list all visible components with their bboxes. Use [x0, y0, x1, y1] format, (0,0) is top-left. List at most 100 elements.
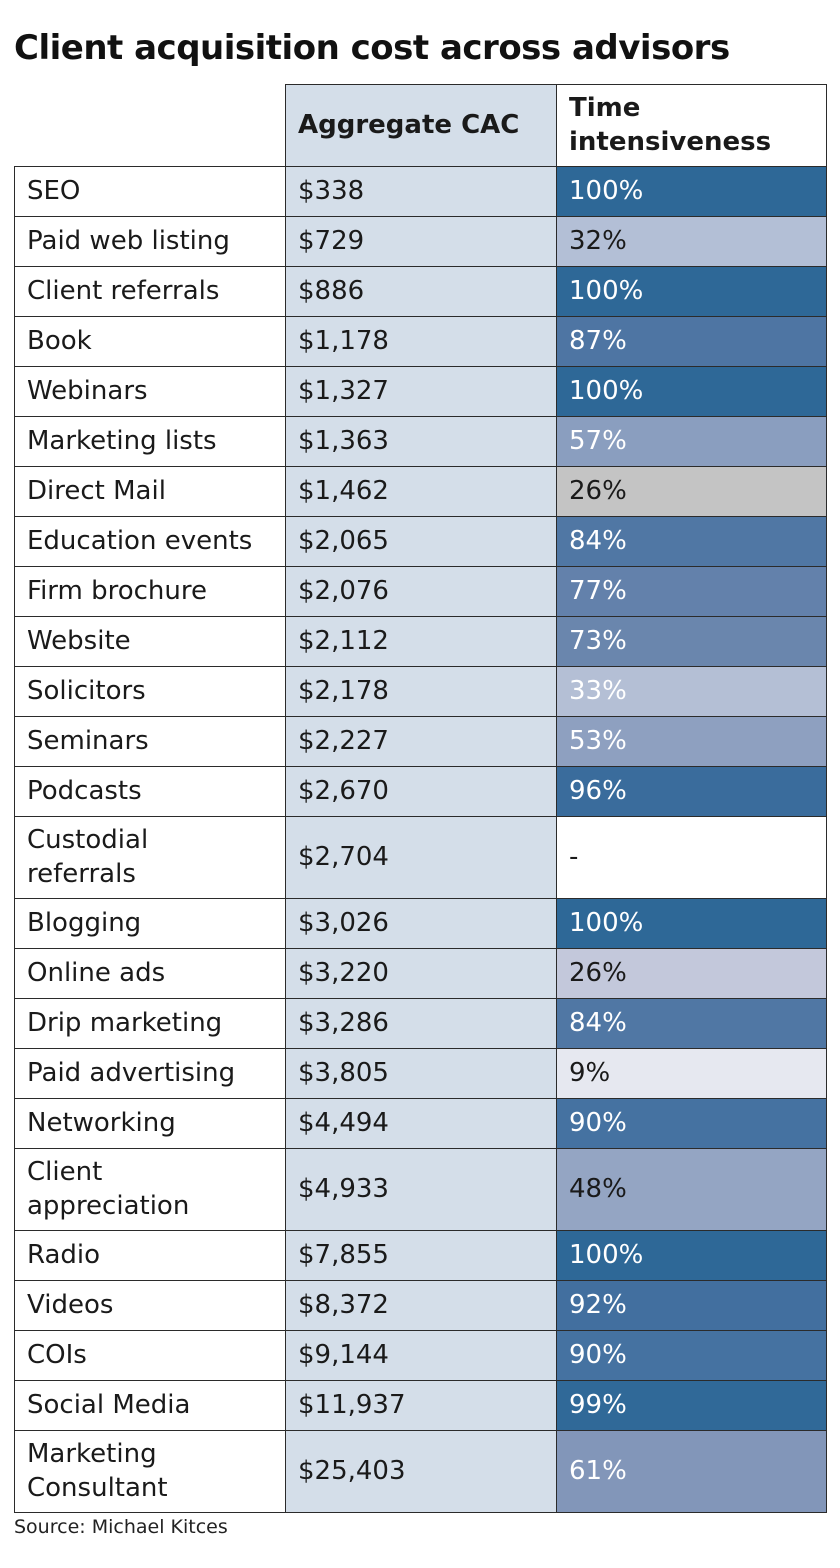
time-intensiveness-value: 100% — [556, 898, 827, 949]
header-row: Aggregate CAC Time intensiveness — [14, 84, 827, 167]
channel-name: Drip marketing — [14, 998, 286, 1049]
table-row: Radio $7,855 100% — [14, 1230, 827, 1281]
aggregate-cac-value: $11,937 — [285, 1380, 557, 1431]
channel-name: Custodial referrals — [14, 816, 286, 899]
channel-name: Book — [14, 316, 286, 367]
channel-name: Website — [14, 616, 286, 667]
table-row: COIs $9,144 90% — [14, 1330, 827, 1381]
aggregate-cac-value: $4,494 — [285, 1098, 557, 1149]
aggregate-cac-value: $2,065 — [285, 516, 557, 567]
channel-name: Seminars — [14, 716, 286, 767]
chart-title: Client acquisition cost across advisors — [14, 28, 730, 68]
aggregate-cac-value: $1,178 — [285, 316, 557, 367]
time-intensiveness-value: 84% — [556, 998, 827, 1049]
channel-name: Videos — [14, 1280, 286, 1331]
table-row: SEO $338 100% — [14, 166, 827, 217]
time-intensiveness-value: 73% — [556, 616, 827, 667]
aggregate-cac-value: $2,670 — [285, 766, 557, 817]
time-intensiveness-value: 92% — [556, 1280, 827, 1331]
channel-name: Marketing Consultant — [14, 1430, 286, 1513]
table-row: Online ads $3,220 26% — [14, 948, 827, 999]
aggregate-cac-value: $2,704 — [285, 816, 557, 899]
header-blank — [14, 84, 286, 167]
time-intensiveness-value: 77% — [556, 566, 827, 617]
channel-name: Firm brochure — [14, 566, 286, 617]
aggregate-cac-value: $9,144 — [285, 1330, 557, 1381]
aggregate-cac-value: $886 — [285, 266, 557, 317]
aggregate-cac-value: $338 — [285, 166, 557, 217]
time-intensiveness-value: 90% — [556, 1098, 827, 1149]
time-intensiveness-value: 9% — [556, 1048, 827, 1099]
header-time-intensiveness: Time intensiveness — [556, 84, 827, 167]
table-row: Client appreciation $4,933 48% — [14, 1148, 827, 1231]
aggregate-cac-value: $3,026 — [285, 898, 557, 949]
table-row: Paid advertising $3,805 9% — [14, 1048, 827, 1099]
aggregate-cac-value: $4,933 — [285, 1148, 557, 1231]
channel-name: Blogging — [14, 898, 286, 949]
table-row: Videos $8,372 92% — [14, 1280, 827, 1331]
channel-name: Client referrals — [14, 266, 286, 317]
table-row: Marketing Consultant $25,403 61% — [14, 1430, 827, 1513]
time-intensiveness-value: 100% — [556, 266, 827, 317]
table-row: Webinars $1,327 100% — [14, 366, 827, 417]
aggregate-cac-value: $3,286 — [285, 998, 557, 1049]
channel-name: Radio — [14, 1230, 286, 1281]
table-row: Paid web listing $729 32% — [14, 216, 827, 267]
time-intensiveness-value: 100% — [556, 366, 827, 417]
channel-name: Webinars — [14, 366, 286, 417]
channel-name: Paid web listing — [14, 216, 286, 267]
time-intensiveness-value: 90% — [556, 1330, 827, 1381]
channel-name: Paid advertising — [14, 1048, 286, 1099]
table-row: Direct Mail $1,462 26% — [14, 466, 827, 517]
aggregate-cac-value: $3,805 — [285, 1048, 557, 1099]
channel-name: Online ads — [14, 948, 286, 999]
table-row: Podcasts $2,670 96% — [14, 766, 827, 817]
aggregate-cac-value: $8,372 — [285, 1280, 557, 1331]
aggregate-cac-value: $7,855 — [285, 1230, 557, 1281]
channel-name: SEO — [14, 166, 286, 217]
time-intensiveness-value: 53% — [556, 716, 827, 767]
table-row: Firm brochure $2,076 77% — [14, 566, 827, 617]
time-intensiveness-value: 48% — [556, 1148, 827, 1231]
channel-name: Client appreciation — [14, 1148, 286, 1231]
channel-name: Marketing lists — [14, 416, 286, 467]
time-intensiveness-value: 84% — [556, 516, 827, 567]
cac-table: Aggregate CAC Time intensiveness SEO $338… — [14, 84, 827, 1513]
time-intensiveness-value: 96% — [556, 766, 827, 817]
source-note: Source: Michael Kitces — [14, 1516, 228, 1538]
time-intensiveness-value: 61% — [556, 1430, 827, 1513]
table-row: Marketing lists $1,363 57% — [14, 416, 827, 467]
time-intensiveness-value: - — [556, 816, 827, 899]
channel-name: Networking — [14, 1098, 286, 1149]
aggregate-cac-value: $25,403 — [285, 1430, 557, 1513]
aggregate-cac-value: $3,220 — [285, 948, 557, 999]
table-row: Book $1,178 87% — [14, 316, 827, 367]
channel-name: Education events — [14, 516, 286, 567]
header-aggregate-cac: Aggregate CAC — [285, 84, 557, 167]
channel-name: Podcasts — [14, 766, 286, 817]
channel-name: Direct Mail — [14, 466, 286, 517]
table-row: Client referrals $886 100% — [14, 266, 827, 317]
table-row: Networking $4,494 90% — [14, 1098, 827, 1149]
table-row: Drip marketing $3,286 84% — [14, 998, 827, 1049]
table-row: Seminars $2,227 53% — [14, 716, 827, 767]
time-intensiveness-value: 100% — [556, 166, 827, 217]
time-intensiveness-value: 57% — [556, 416, 827, 467]
table-row: Website $2,112 73% — [14, 616, 827, 667]
time-intensiveness-value: 32% — [556, 216, 827, 267]
aggregate-cac-value: $2,112 — [285, 616, 557, 667]
aggregate-cac-value: $1,327 — [285, 366, 557, 417]
time-intensiveness-value: 100% — [556, 1230, 827, 1281]
channel-name: Solicitors — [14, 666, 286, 717]
table-row: Solicitors $2,178 33% — [14, 666, 827, 717]
time-intensiveness-value: 33% — [556, 666, 827, 717]
channel-name: COIs — [14, 1330, 286, 1381]
aggregate-cac-value: $2,178 — [285, 666, 557, 717]
time-intensiveness-value: 99% — [556, 1380, 827, 1431]
aggregate-cac-value: $2,076 — [285, 566, 557, 617]
table-row: Education events $2,065 84% — [14, 516, 827, 567]
table-row: Custodial referrals $2,704- — [14, 816, 827, 899]
channel-name: Social Media — [14, 1380, 286, 1431]
table-row: Social Media $11,937 99% — [14, 1380, 827, 1431]
aggregate-cac-value: $1,363 — [285, 416, 557, 467]
